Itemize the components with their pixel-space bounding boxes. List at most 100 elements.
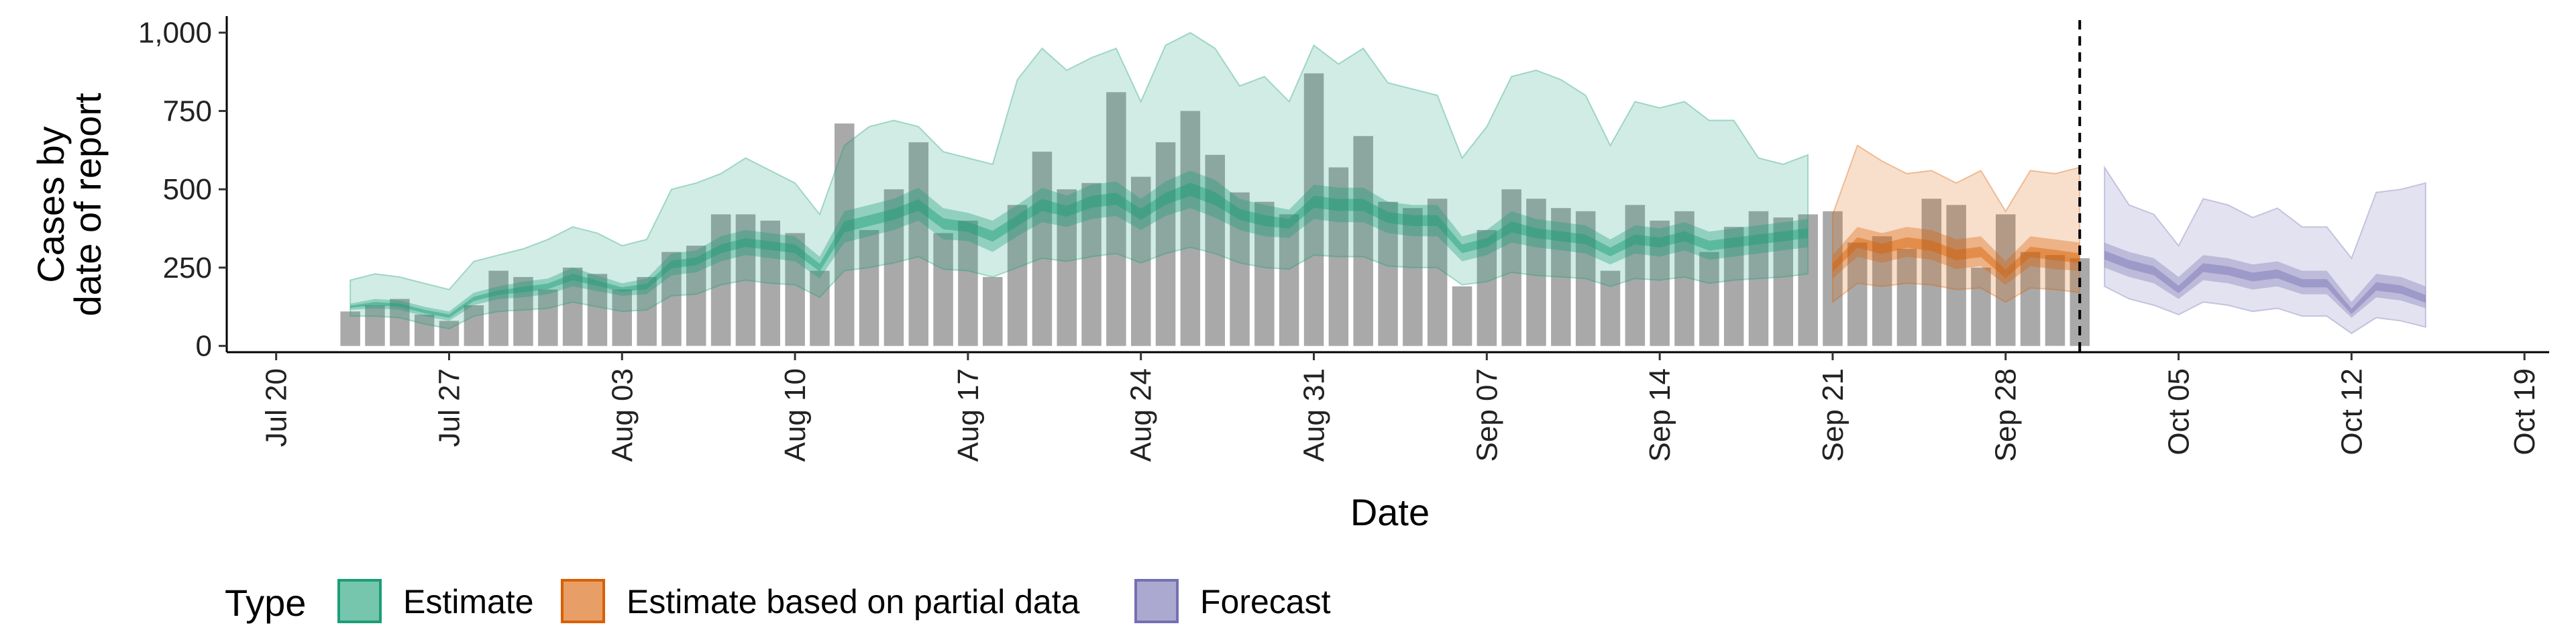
y-axis-title-line-2: date of report bbox=[66, 93, 109, 317]
bar bbox=[1921, 199, 1941, 346]
bar bbox=[1032, 152, 1053, 346]
bar bbox=[1155, 142, 1176, 346]
bar bbox=[1057, 189, 1077, 346]
x-tick-label: Sep 21 bbox=[1817, 368, 1849, 462]
x-tick-label: Sep 28 bbox=[1990, 368, 2023, 462]
y-tick-label: 1,000 bbox=[138, 17, 212, 50]
x-tick-label: Aug 17 bbox=[952, 368, 985, 462]
bar bbox=[1723, 227, 1744, 346]
estimate-band-50 bbox=[350, 170, 1809, 321]
bar bbox=[1650, 220, 1670, 346]
x-tick-label: Jul 27 bbox=[433, 368, 466, 447]
bar bbox=[686, 246, 706, 346]
y-tick-label: 500 bbox=[163, 173, 212, 206]
bar bbox=[1254, 201, 1275, 346]
x-tick-label: Aug 10 bbox=[779, 368, 812, 462]
bar bbox=[1303, 73, 1324, 346]
y-axis-title: Cases by date of report bbox=[30, 93, 109, 317]
bar bbox=[365, 305, 385, 346]
bar bbox=[1427, 199, 1448, 346]
y-axis-title-line-1: Cases by bbox=[30, 126, 72, 282]
bar bbox=[883, 189, 904, 346]
bar bbox=[1353, 136, 1373, 346]
bar bbox=[1773, 217, 1793, 346]
x-tick-label: Oct 12 bbox=[2335, 368, 2368, 455]
x-tick-label: Sep 14 bbox=[1644, 368, 1676, 462]
bar bbox=[1798, 214, 1818, 346]
estimate-band-90 bbox=[350, 32, 1809, 330]
bar bbox=[587, 274, 608, 346]
x-tick-label: Aug 24 bbox=[1125, 368, 1158, 462]
bar bbox=[1279, 214, 1299, 346]
bar bbox=[1526, 199, 1546, 346]
bar bbox=[1674, 211, 1695, 346]
bar bbox=[464, 305, 484, 346]
bar bbox=[1328, 167, 1349, 346]
bar bbox=[1180, 111, 1201, 346]
bar bbox=[1501, 189, 1521, 346]
bar bbox=[958, 220, 978, 346]
bar bbox=[859, 229, 879, 346]
y-tick-label: 0 bbox=[196, 330, 212, 363]
bar bbox=[513, 276, 533, 346]
bar bbox=[1823, 211, 1843, 346]
bar bbox=[1625, 205, 1646, 346]
bar bbox=[735, 214, 756, 346]
bar bbox=[1205, 154, 1225, 346]
bar bbox=[661, 252, 682, 346]
x-tick-label: Aug 03 bbox=[606, 368, 639, 462]
estimate-median-band bbox=[350, 182, 1809, 318]
bar bbox=[1748, 211, 1769, 346]
bar bbox=[760, 220, 780, 346]
bar bbox=[2045, 255, 2065, 346]
legend-swatch-estimate-based-on-partial-data bbox=[561, 579, 605, 623]
estimate-based-on-partial-data-band-50 bbox=[1832, 227, 2080, 285]
forecast-band-50 bbox=[2104, 242, 2426, 318]
bar bbox=[710, 214, 731, 346]
bar bbox=[1847, 242, 1868, 346]
x-tick-label: Oct 05 bbox=[2163, 368, 2196, 455]
y-tick-label: 750 bbox=[163, 95, 212, 127]
bar bbox=[439, 321, 460, 346]
x-axis-title: Date bbox=[1350, 491, 1430, 533]
bar bbox=[2020, 252, 2041, 346]
bar bbox=[414, 315, 435, 346]
x-tick-label: Sep 07 bbox=[1470, 368, 1503, 462]
plot-area bbox=[340, 20, 2426, 352]
bar bbox=[488, 270, 508, 346]
forecast-band-90 bbox=[2104, 165, 2426, 335]
bar bbox=[1551, 208, 1571, 346]
bar bbox=[810, 270, 830, 346]
bar bbox=[1007, 205, 1028, 346]
bar bbox=[562, 267, 583, 346]
forecast-median-band bbox=[2104, 250, 2426, 315]
bar bbox=[637, 276, 657, 346]
bar bbox=[1996, 214, 2016, 346]
bar bbox=[538, 289, 558, 346]
legend-swatch-forecast bbox=[1134, 579, 1179, 623]
legend-label-forecast: Forecast bbox=[1200, 583, 1331, 621]
bar bbox=[1106, 92, 1126, 346]
legend-swatch-estimate bbox=[337, 579, 382, 623]
bar bbox=[785, 233, 805, 346]
bar bbox=[390, 299, 410, 346]
bar bbox=[1872, 236, 1892, 346]
bar bbox=[1131, 176, 1151, 346]
bar bbox=[835, 123, 855, 346]
bar bbox=[1896, 248, 1917, 346]
bar bbox=[1452, 286, 1472, 346]
bar bbox=[1477, 229, 1497, 346]
bar bbox=[612, 289, 632, 346]
x-tick-label: Oct 19 bbox=[2508, 368, 2541, 455]
bar bbox=[1230, 192, 1250, 346]
bar bbox=[1378, 201, 1398, 346]
bar bbox=[340, 311, 360, 346]
bar bbox=[1575, 211, 1596, 346]
bar bbox=[1946, 205, 1966, 346]
x-tick-label: Aug 31 bbox=[1298, 368, 1331, 462]
estimate-based-on-partial-data-median-band bbox=[1832, 237, 2080, 278]
bar bbox=[1699, 252, 1719, 346]
bar bbox=[1971, 267, 1991, 346]
legend-label-estimate: Estimate bbox=[403, 583, 534, 621]
estimate-based-on-partial-data-band-90 bbox=[1831, 144, 2081, 304]
